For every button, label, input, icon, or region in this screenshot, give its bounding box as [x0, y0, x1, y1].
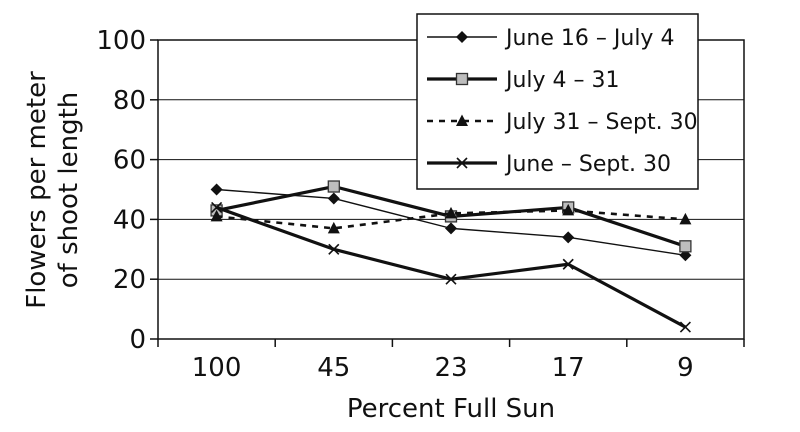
x-tick-label: 100: [192, 353, 242, 383]
x-tick-label: 9: [677, 353, 694, 383]
y-tick-label: 0: [129, 325, 146, 355]
legend-marker: [456, 157, 468, 169]
x-axis-ticks: 100 45 23 17 9: [157, 339, 745, 383]
data-point: [327, 192, 340, 205]
data-point: [210, 183, 223, 196]
data-point: [445, 222, 457, 235]
data-point: [679, 321, 691, 333]
x-tick-label: 17: [552, 353, 585, 383]
legend-box: [416, 13, 699, 190]
legend-marker: [456, 114, 468, 126]
legend-item-3: July 31 – Sept. 30: [427, 110, 698, 135]
y-tick-label: 100: [96, 26, 146, 56]
legend-label: June 16 – July 4: [504, 26, 674, 51]
data-point: [445, 273, 457, 285]
data-point: [210, 209, 223, 222]
y-tick-label: 60: [113, 146, 146, 176]
data-point: [562, 231, 575, 244]
x-tick-label: 23: [434, 353, 467, 383]
legend-item-2: July 4 – 31: [427, 68, 620, 93]
legend-label: June – Sept. 30: [504, 152, 671, 177]
y-axis-title-line-2: of shoot length: [54, 92, 84, 289]
y-tick-label: 20: [113, 265, 146, 295]
legend-marker: [455, 72, 469, 86]
data-point: [562, 258, 574, 270]
data-point: [562, 203, 575, 216]
x-axis-title: Percent Full Sun: [347, 394, 555, 424]
data-point: [445, 206, 457, 219]
legend-label: July 31 – Sept. 30: [504, 110, 698, 135]
y-tick-label: 80: [113, 86, 146, 116]
y-axis-title-line-1: Flowers per meter: [22, 71, 52, 309]
series-4: [211, 201, 691, 333]
legend-marker: [456, 31, 468, 43]
legend-item-4: June – Sept. 30: [427, 152, 671, 177]
data-point: [679, 212, 692, 225]
data-point: [327, 180, 340, 193]
legend-item-1: June 16 – July 4: [427, 26, 674, 51]
legend: June 16 – July 4 July 4 – 31 July 31 – Sep…: [416, 13, 699, 190]
y-tick-label: 40: [113, 205, 146, 235]
data-point: [327, 221, 340, 234]
x-tick-label: 45: [317, 353, 350, 383]
data-point: [328, 243, 340, 255]
legend-label: July 4 – 31: [504, 68, 620, 93]
data-point: [211, 201, 223, 214]
data-point: [679, 240, 692, 253]
series-lines: [210, 180, 692, 333]
y-axis-ticks: 0 20 40 60 80 100: [96, 26, 158, 355]
series-3: [210, 203, 692, 234]
